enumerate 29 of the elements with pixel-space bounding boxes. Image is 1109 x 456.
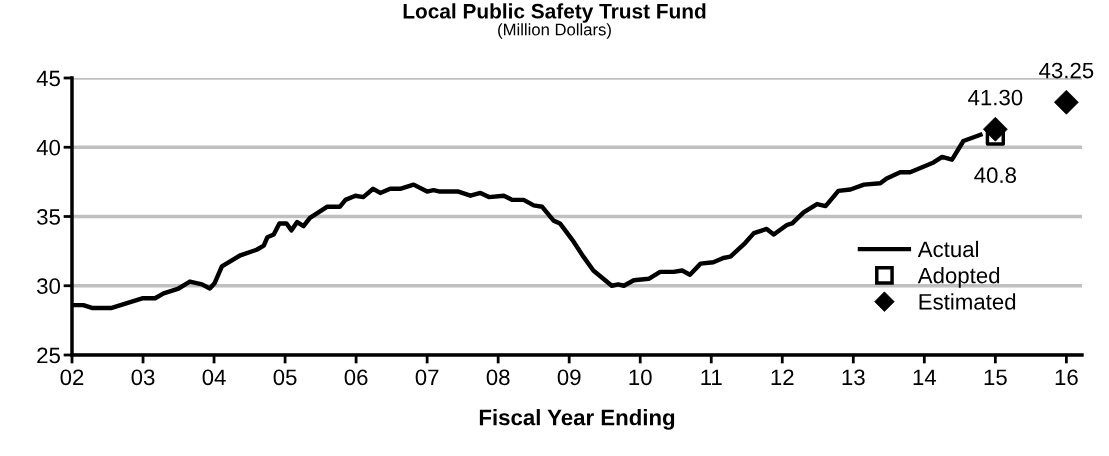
x-tick-label: 15 (984, 369, 1007, 386)
y-tick-label: 30 (37, 278, 61, 295)
x-tick-label: 11 (701, 369, 722, 385)
legend-label: Actual (917, 240, 979, 258)
y-tick-label: 35 (37, 209, 60, 225)
x-tick-label: 06 (344, 369, 368, 386)
legend-label: Adopted (917, 267, 1000, 288)
x-tick-label: 04 (202, 369, 226, 386)
x-tick-label: 03 (131, 369, 155, 386)
x-tick-label: 09 (557, 369, 581, 386)
x-tick-label: 02 (60, 369, 84, 386)
x-tick-label: 12 (771, 369, 794, 385)
data-label: 40.8 (974, 167, 1017, 184)
x-tick-label: 07 (415, 369, 439, 386)
x-tick-label: 14 (913, 369, 937, 385)
x-tick-label: 05 (273, 369, 297, 386)
x-tick-label: 16 (1055, 369, 1078, 386)
x-tick-label: 10 (629, 369, 652, 386)
y-tick-label: 45 (36, 70, 60, 87)
x-tick-label: 13 (842, 369, 865, 386)
x-axis-title: Fiscal Year Ending (479, 409, 675, 430)
x-tick-label: 08 (486, 369, 510, 386)
y-tick-label: 40 (36, 139, 61, 156)
legend-label: Estimated (919, 293, 1016, 310)
chart-subtitle: (Million Dollars) (498, 23, 611, 39)
data-label: 43.25 (1039, 62, 1094, 79)
data-label: 41.30 (968, 89, 1023, 106)
chart-title: Local Public Safety Trust Fund (403, 3, 706, 23)
y-tick-label: 25 (37, 347, 60, 364)
